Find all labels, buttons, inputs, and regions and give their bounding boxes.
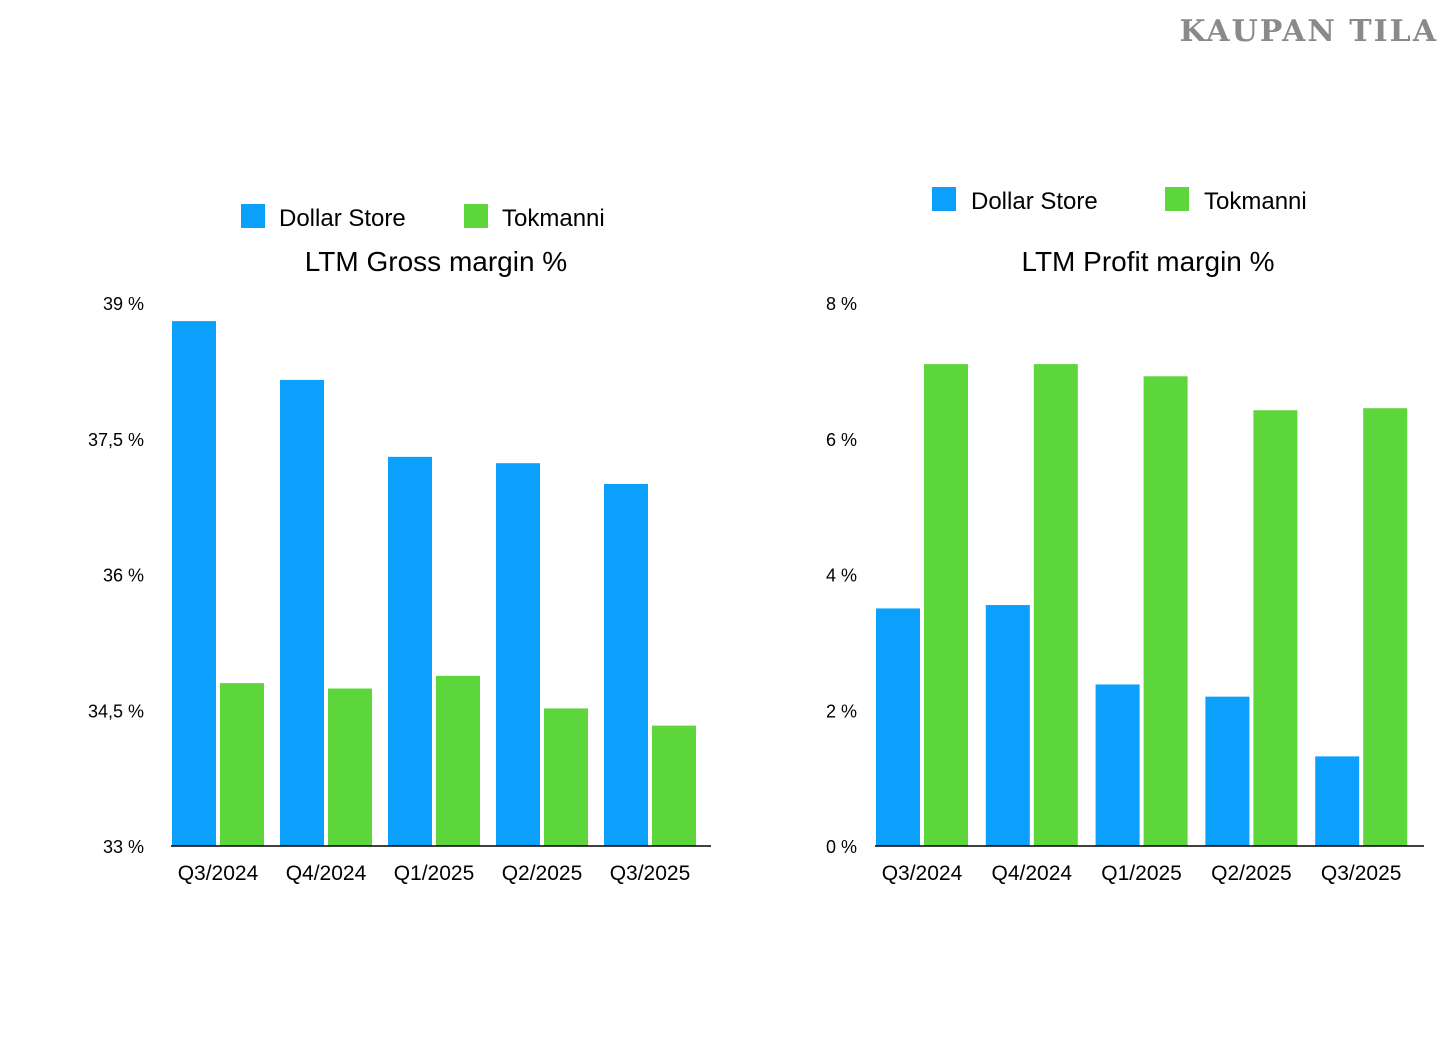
- profit-bar-dollar-store: [876, 608, 920, 846]
- gross-xtick-label: Q3/2025: [610, 862, 691, 885]
- profit-ytick-label: 4 %: [826, 566, 857, 586]
- gross-ytick-label: 34,5 %: [88, 701, 144, 721]
- profit-xtick-label: Q4/2024: [992, 862, 1073, 885]
- gross-ytick-label: 36 %: [103, 566, 144, 586]
- profit-ytick-label: 6 %: [826, 430, 857, 450]
- gross-xtick-label: Q1/2025: [394, 862, 475, 885]
- profit-xtick-label: Q2/2025: [1211, 862, 1292, 885]
- gross-bar-tokmanni: [220, 683, 264, 846]
- gross-bar-dollar-store: [388, 456, 432, 846]
- profit-bar-dollar-store: [1095, 684, 1140, 846]
- profit-ytick-label: 0 %: [826, 837, 857, 857]
- profit-legend-label-tokmanni: Tokmanni: [1204, 188, 1307, 215]
- profit-legend-swatch-dollar-store: [932, 187, 956, 211]
- gross-bar-dollar-store: [280, 379, 324, 846]
- profit-ytick-label: 8 %: [826, 294, 857, 314]
- profit-bar-dollar-store: [1205, 696, 1250, 846]
- gross-legend-swatch-dollar-store: [241, 204, 265, 228]
- profit-bar-dollar-store: [1315, 756, 1360, 846]
- profit-xtick-label: Q1/2025: [1101, 862, 1182, 885]
- profit-bar-tokmanni: [1143, 376, 1188, 846]
- profit-xtick-label: Q3/2024: [882, 862, 963, 885]
- gross-chart-title: LTM Gross margin %: [305, 246, 567, 277]
- gross-bar-tokmanni: [544, 708, 588, 846]
- gross-ytick-label: 37,5 %: [88, 430, 144, 450]
- gross-ytick-label: 33 %: [103, 837, 144, 857]
- gross-legend-label-dollar-store: Dollar Store: [279, 205, 406, 232]
- profit-bar-tokmanni: [1253, 410, 1298, 846]
- gross-bar-tokmanni: [436, 675, 480, 846]
- profit-ytick-label: 2 %: [826, 701, 857, 721]
- profit-legend-swatch-tokmanni: [1165, 187, 1189, 211]
- gross-bar-dollar-store: [172, 321, 216, 847]
- profit-bar-tokmanni: [924, 364, 968, 846]
- gross-xtick-label: Q3/2024: [178, 862, 259, 885]
- gross-bar-dollar-store: [496, 463, 540, 846]
- profit-chart-title: LTM Profit margin %: [1021, 246, 1274, 277]
- profit-bar-tokmanni: [1363, 408, 1408, 846]
- gross-bar-tokmanni: [328, 688, 372, 846]
- gross-xtick-label: Q4/2024: [286, 862, 367, 885]
- gross-xtick-label: Q2/2025: [502, 862, 583, 885]
- gross-bar-tokmanni: [652, 725, 696, 846]
- gross-bar-dollar-store: [604, 484, 648, 846]
- gross-ytick-label: 39 %: [103, 294, 144, 314]
- profit-bar-tokmanni: [1033, 364, 1078, 846]
- gross-legend-label-tokmanni: Tokmanni: [502, 205, 605, 232]
- profit-bar-dollar-store: [985, 605, 1030, 846]
- profit-xtick-label: Q3/2025: [1321, 862, 1402, 885]
- profit-legend-label-dollar-store: Dollar Store: [971, 188, 1098, 215]
- gross-legend-swatch-tokmanni: [464, 204, 488, 228]
- brand-logo: KAUPAN TILA: [1179, 14, 1438, 49]
